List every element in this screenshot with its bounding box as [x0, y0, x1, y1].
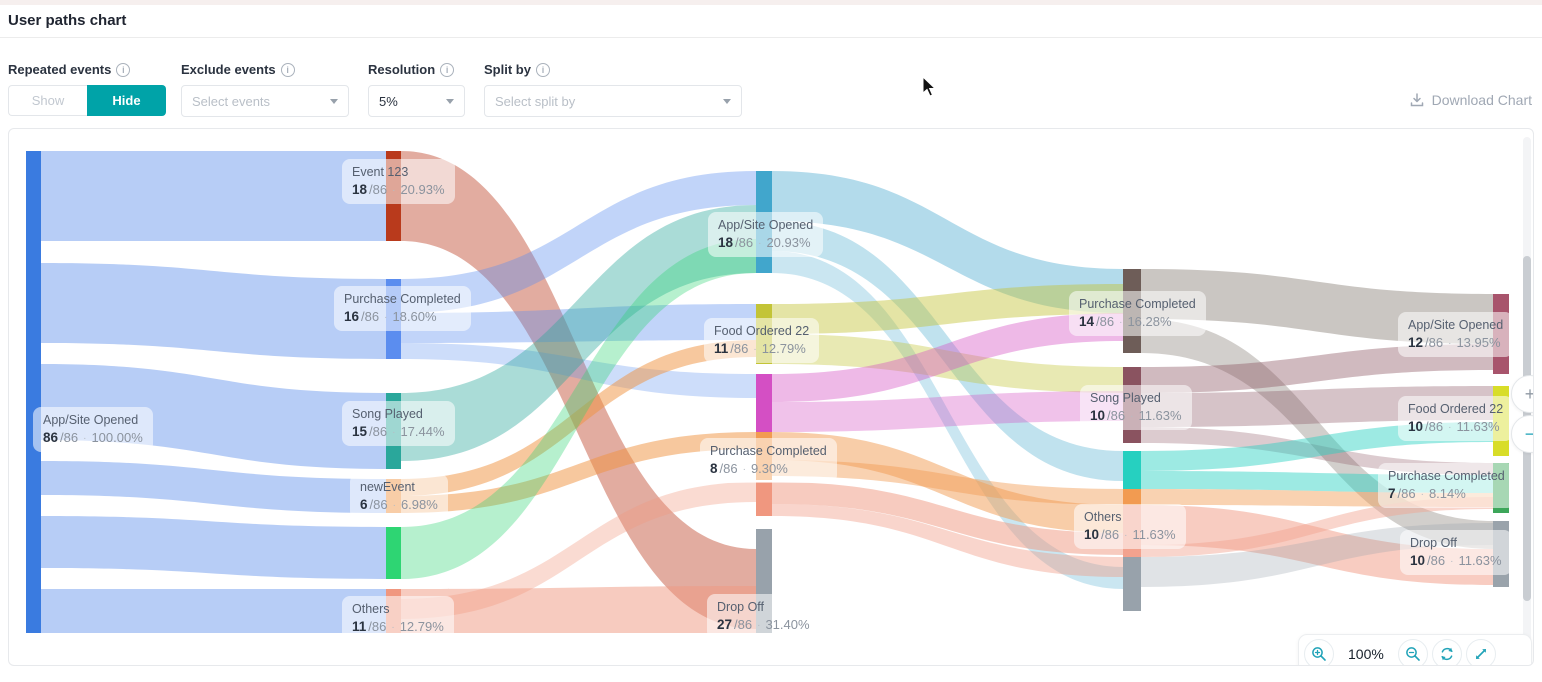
sankey-node[interactable]: [756, 304, 772, 364]
sankey-link[interactable]: [41, 516, 386, 579]
reset-zoom-button[interactable]: [1431, 639, 1462, 665]
zoom-out-button[interactable]: [1397, 639, 1428, 665]
sankey-link[interactable]: [41, 461, 386, 513]
sankey-link[interactable]: [401, 340, 756, 496]
hide-button[interactable]: Hide: [87, 85, 166, 116]
sankey-link[interactable]: [772, 432, 1123, 533]
zoom-level: 100%: [1348, 646, 1384, 662]
resolution-label: Resolution i: [368, 62, 455, 77]
repeated-events-toggle: Show Hide: [8, 85, 166, 116]
sankey-link[interactable]: [41, 364, 386, 469]
sankey-node[interactable]: [386, 151, 401, 241]
sankey-node[interactable]: [1123, 269, 1141, 353]
sankey-link[interactable]: [401, 304, 756, 343]
reset-icon: [1441, 647, 1453, 661]
download-icon: [1410, 93, 1423, 107]
sankey-node[interactable]: [1493, 521, 1509, 587]
show-button[interactable]: Show: [8, 85, 87, 116]
info-icon[interactable]: i: [535, 62, 550, 77]
sankey-link[interactable]: [772, 504, 1123, 577]
top-strip: [0, 0, 1542, 5]
sankey-link[interactable]: [772, 313, 1123, 402]
sankey-link[interactable]: [401, 432, 756, 513]
sankey-node[interactable]: [386, 527, 401, 579]
sankey-link[interactable]: [772, 221, 1123, 481]
sankey-link[interactable]: [772, 251, 1123, 589]
sankey-node[interactable]: [1493, 463, 1509, 513]
zoom-toolbar: 100%: [1298, 634, 1532, 665]
sankey-link[interactable]: [401, 343, 756, 398]
sankey-link[interactable]: [401, 482, 756, 619]
split-by-label: Split by i: [484, 62, 550, 77]
magnifier-minus-icon: [1405, 647, 1420, 661]
sankey-link[interactable]: [772, 391, 1123, 432]
resolution-select[interactable]: 5%: [368, 85, 465, 117]
magnifier-plus-icon: [1312, 647, 1326, 661]
sankey-link[interactable]: [772, 482, 1123, 555]
sankey-node[interactable]: [1123, 451, 1141, 489]
fullscreen-button[interactable]: [1465, 639, 1496, 665]
sankey-link[interactable]: [401, 586, 756, 633]
info-icon[interactable]: i: [280, 62, 295, 77]
sankey-node[interactable]: [1123, 489, 1141, 505]
exclude-events-select[interactable]: Select events: [181, 85, 349, 117]
page-title: User paths chart: [8, 12, 127, 29]
sankey-node[interactable]: [386, 479, 401, 513]
exclude-events-label: Exclude events i: [181, 62, 295, 77]
sankey-node[interactable]: [756, 529, 772, 633]
sankey-node[interactable]: [1123, 505, 1141, 557]
sankey-node[interactable]: [386, 279, 401, 359]
sankey-node[interactable]: [1493, 294, 1509, 374]
sankey-link[interactable]: [401, 205, 756, 461]
sankey-node[interactable]: [756, 432, 772, 480]
chevron-down-icon: [446, 98, 454, 104]
zoom-in-button[interactable]: [1304, 639, 1334, 665]
download-chart-button[interactable]: Download Chart: [1409, 92, 1532, 108]
info-icon[interactable]: i: [116, 62, 131, 77]
sankey-node[interactable]: [756, 171, 772, 273]
chevron-down-icon: [723, 98, 731, 104]
sankey-svg: [26, 151, 1509, 633]
sankey-node[interactable]: [1493, 386, 1509, 456]
sankey-link[interactable]: [41, 151, 386, 241]
sankey-link[interactable]: [401, 171, 756, 313]
expand-icon: [1475, 649, 1486, 659]
sankey-link[interactable]: [1141, 319, 1493, 549]
sankey-link[interactable]: [41, 589, 386, 633]
info-icon[interactable]: i: [440, 62, 455, 77]
repeated-events-label: Repeated events i: [8, 62, 131, 77]
mouse-cursor-icon: [922, 76, 937, 97]
sankey-link[interactable]: [41, 263, 386, 359]
sankey-link[interactable]: [772, 171, 1123, 313]
sankey-node[interactable]: [756, 374, 772, 432]
sankey-node[interactable]: [1123, 367, 1141, 443]
chevron-down-icon: [330, 98, 338, 104]
sankey-link[interactable]: [1141, 497, 1493, 557]
sankey-node[interactable]: [1123, 557, 1141, 611]
sankey-node[interactable]: [386, 589, 401, 633]
app-header: User paths chart: [0, 5, 1542, 38]
split-by-select[interactable]: Select split by: [484, 85, 742, 117]
sankey-link[interactable]: [772, 460, 1123, 505]
sankey-link[interactable]: [772, 284, 1123, 334]
sankey-node[interactable]: [386, 393, 401, 469]
sankey-link[interactable]: [772, 334, 1123, 393]
sankey-node[interactable]: [26, 151, 41, 633]
sankey-node[interactable]: [756, 482, 772, 516]
sankey-link[interactable]: [401, 239, 756, 579]
sankey-link[interactable]: [401, 151, 756, 629]
user-paths-chart-panel: App/Site Opened 86/86 · 100.00% Event 123 18/…: [8, 128, 1534, 666]
